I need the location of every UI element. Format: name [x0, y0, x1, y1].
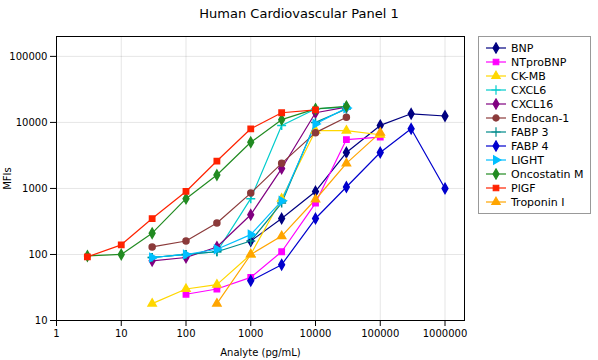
svg-text:10000: 10000: [16, 117, 48, 128]
html-text:NTproBNP: NTproBNP: [511, 55, 567, 69]
html-text:CK-MB: CK-MB: [511, 69, 546, 83]
svg-text:10000: 10000: [300, 328, 332, 339]
svg-text:1000: 1000: [22, 183, 47, 194]
html-text:LIGHT: LIGHT: [511, 153, 544, 167]
svg-text:100: 100: [28, 249, 47, 260]
html-text:CXCL16: CXCL16: [511, 97, 554, 111]
html-text:Oncostatin M: Oncostatin M: [511, 167, 584, 181]
html-text:FABP 4: FABP 4: [511, 139, 549, 153]
svg-text:10: 10: [115, 328, 128, 339]
svg-text:1: 1: [53, 328, 59, 339]
svg-text:100: 100: [176, 328, 195, 339]
svg-text:MFIs: MFIs: [2, 167, 13, 190]
svg-text:100000: 100000: [9, 51, 47, 62]
html-text:FABP 3: FABP 3: [511, 125, 549, 139]
svg-text:Analyte (pg/mL): Analyte (pg/mL): [220, 347, 301, 358]
html-text:Troponin I: Troponin I: [511, 195, 565, 209]
html-text:Endocan-1: Endocan-1: [511, 111, 570, 125]
svg-text:10: 10: [35, 315, 48, 326]
html-text:PlGF: PlGF: [511, 181, 536, 195]
svg-text:1000: 1000: [238, 328, 263, 339]
html-text:CXCL6: CXCL6: [511, 83, 547, 97]
html-text:BNP: BNP: [511, 41, 534, 55]
html-text:Human Cardiovascular Panel 1: Human Cardiovascular Panel 1: [199, 6, 399, 21]
svg-text:100000: 100000: [361, 328, 399, 339]
svg-text:1000000: 1000000: [423, 328, 468, 339]
